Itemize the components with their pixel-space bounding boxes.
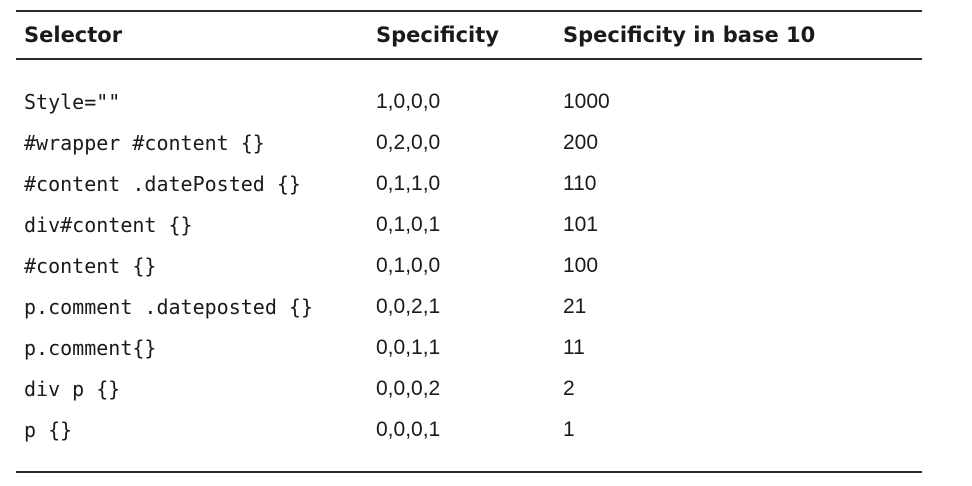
selector-cell: #content {} (24, 254, 157, 278)
base10-cell: 1000 (563, 90, 610, 113)
specificity-cell: 0,0,1,1 (376, 336, 441, 359)
header-selector: Selector (24, 23, 123, 47)
table-row: #content {} 0,1,0,0 100 (0, 246, 972, 287)
selector-cell: Style="" (24, 90, 121, 114)
table-header-rule (16, 58, 922, 60)
specificity-cell: 0,0,0,1 (376, 418, 441, 441)
selector-cell: p.comment .dateposted {} (24, 295, 313, 319)
table-top-rule (16, 10, 922, 12)
table-bottom-rule (16, 471, 922, 473)
table-row: div#content {} 0,1,0,1 101 (0, 205, 972, 246)
base10-cell: 200 (563, 131, 599, 154)
base10-cell: 11 (563, 336, 585, 359)
header-specificity: Specificity (376, 23, 499, 47)
selector-cell: p {} (24, 418, 73, 442)
base10-cell: 110 (563, 172, 597, 195)
specificity-cell: 1,0,0,0 (376, 90, 441, 113)
selector-cell: div#content {} (24, 213, 193, 237)
base10-cell: 2 (563, 377, 575, 400)
selector-cell: #wrapper #content {} (24, 131, 265, 155)
base10-cell: 101 (563, 213, 599, 236)
specificity-cell: 0,0,0,2 (376, 377, 441, 400)
table-row: #wrapper #content {} 0,2,0,0 200 (0, 123, 972, 164)
selector-cell: p.comment{} (24, 336, 157, 360)
specificity-cell: 0,0,2,1 (376, 295, 441, 318)
base10-cell: 1 (563, 418, 575, 441)
table-row: div p {} 0,0,0,2 2 (0, 369, 972, 410)
specificity-cell: 0,2,0,0 (376, 131, 441, 154)
selector-cell: #content .datePosted {} (24, 172, 301, 196)
specificity-cell: 0,1,0,1 (376, 213, 441, 236)
table-row: p.comment .dateposted {} 0,0,2,1 21 (0, 287, 972, 328)
table-row: #content .datePosted {} 0,1,1,0 110 (0, 164, 972, 205)
base10-cell: 21 (563, 295, 587, 318)
specificity-cell: 0,1,0,0 (376, 254, 441, 277)
table-header: Selector Specificity Specificity in base… (0, 22, 972, 48)
table-row: Style="" 1,0,0,0 1000 (0, 82, 972, 123)
selector-cell: div p {} (24, 377, 121, 401)
specificity-cell: 0,1,1,0 (376, 172, 441, 195)
base10-cell: 100 (563, 254, 599, 277)
header-specificity-base10: Specificity in base 10 (563, 23, 816, 47)
table-row: p {} 0,0,0,1 1 (0, 410, 972, 451)
table-body: Style="" 1,0,0,0 1000 #wrapper #content … (0, 82, 972, 451)
table-row: p.comment{} 0,0,1,1 11 (0, 328, 972, 369)
